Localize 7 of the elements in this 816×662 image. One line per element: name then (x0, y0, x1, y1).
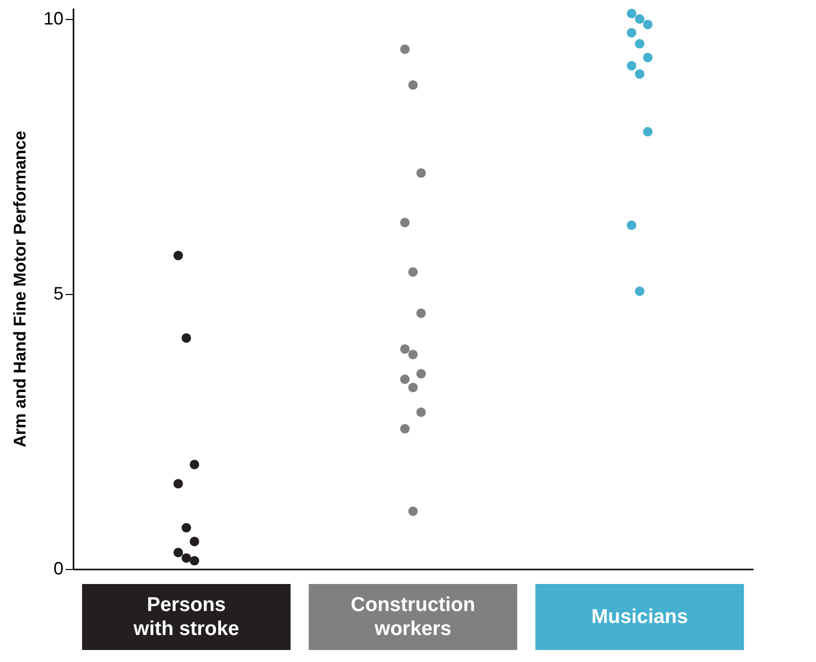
x-tick-label: Musicians (591, 606, 688, 628)
x-tick-label: Construction workers (350, 594, 476, 640)
y-tick-label: 10 (43, 8, 64, 28)
x-tick-label: Persons with stroke (132, 594, 240, 640)
y-tick-label: 5 (53, 284, 64, 304)
y-tick-label: 0 (53, 558, 64, 578)
y-axis-title: Arm and Hand Fine Motor Performance (10, 130, 30, 448)
